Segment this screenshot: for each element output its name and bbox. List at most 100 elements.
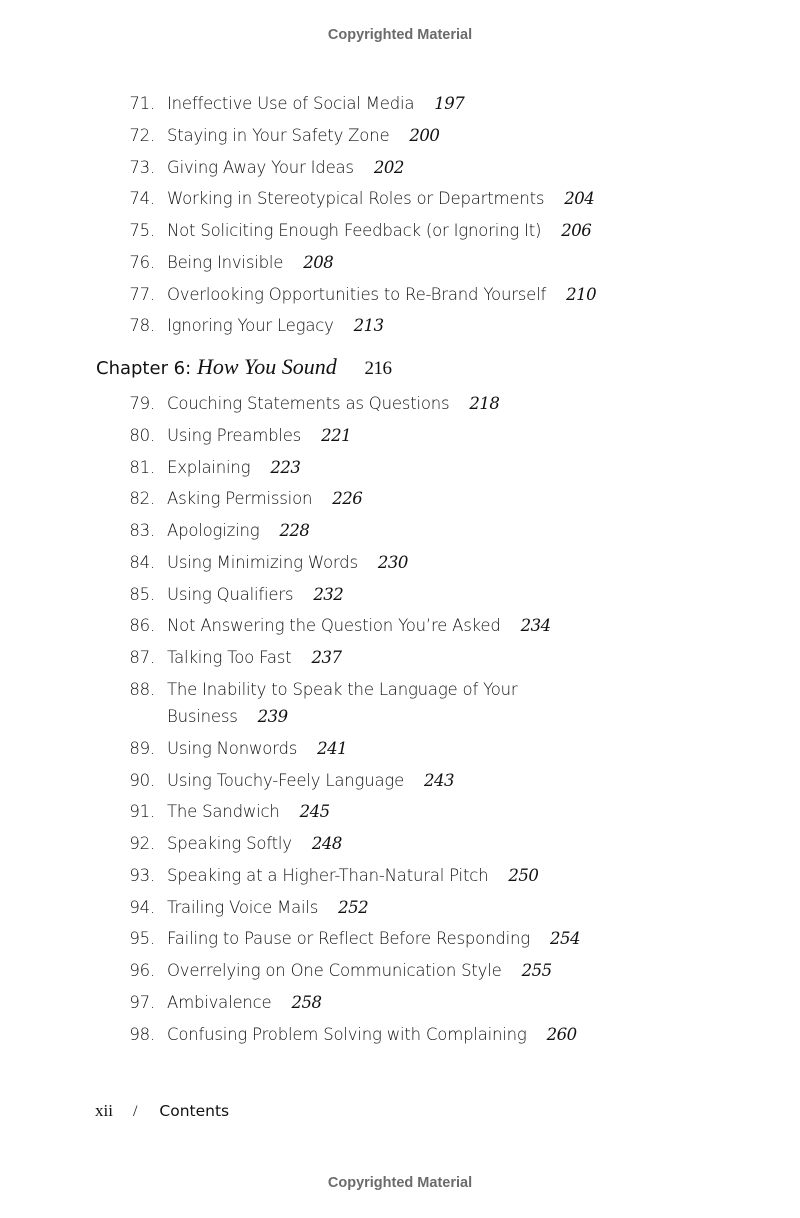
entry-title: Using Nonwords <box>167 738 298 758</box>
entry-page: 248 <box>311 834 343 853</box>
entry-text: Asking Permission 226 <box>167 483 363 515</box>
entry-page: 252 <box>338 897 369 917</box>
entry-page: 200 <box>409 125 440 145</box>
entry-text: Using Touchy-Feely Language 243 <box>167 765 455 797</box>
entry-number: 75. <box>129 221 155 240</box>
entry-text: Giving Away Your Ideas 202 <box>167 152 404 184</box>
entry-text: Apologizing 228 <box>167 515 310 547</box>
entry-title: Not Answering the Question You’re Asked <box>167 616 501 636</box>
entry-title: The Inability to Speak the Language of Y… <box>167 679 518 726</box>
toc-entry: 77. Overlooking Opportunities to Re-Brand… <box>0 279 800 311</box>
copyright-watermark-top: Copyrighted Material <box>327 27 473 43</box>
entry-page: 228 <box>279 521 310 540</box>
entry-title: Failing to Pause or Reflect Before Respo… <box>167 929 530 949</box>
toc-entry: 71. Ineffective Use of Social Media 197 <box>0 88 800 120</box>
entry-title: Staying in Your Safety Zone <box>167 125 390 145</box>
entry-number: 71. <box>129 94 155 113</box>
entry-text: Overlooking Opportunities to Re-Brand Yo… <box>167 279 597 311</box>
entry-title: Overrelying on One Communication Style <box>167 961 502 980</box>
entry-page: 204 <box>564 189 595 209</box>
toc-entry: 93. Speaking at a Higher-Than-Natural Pit… <box>0 860 800 892</box>
entry-title: Trailing Voice Mails <box>167 897 319 917</box>
toc-entry: 79. Couching Statements as Questions 218 <box>0 388 800 420</box>
entry-number: 77. <box>129 284 155 304</box>
entry-page: 258 <box>291 992 323 1012</box>
entry-text: Using Preambles 221 <box>167 420 352 452</box>
entry-page: 226 <box>332 489 363 509</box>
entry-page: 245 <box>299 802 331 822</box>
entry-title: Confusing Problem Solving with Complaini… <box>167 1024 527 1044</box>
entry-page: 202 <box>373 157 405 177</box>
entry-title: Speaking Softly <box>167 834 292 853</box>
entry-page: 230 <box>377 552 409 572</box>
entry-number: 98. <box>129 1024 155 1044</box>
entry-number: 74. <box>129 189 155 209</box>
entry-number: 86. <box>129 616 155 636</box>
entry-title: Talking Too Fast <box>167 648 292 667</box>
entry-title: Overlooking Opportunities to Re-Brand Yo… <box>167 284 547 304</box>
entry-page: 243 <box>424 770 455 790</box>
entry-title: Using Qualifiers <box>167 584 294 604</box>
entry-text: Ignoring Your Legacy 213 <box>167 310 384 342</box>
toc-entry: 94. Trailing Voice Mails 252 <box>0 892 800 924</box>
entry-text: Speaking at a Higher-Than-Natural Pitch 2… <box>167 860 539 892</box>
entry-text: Being Invisible 208 <box>167 247 334 279</box>
toc-entry: 87. Talking Too Fast 237 <box>0 642 800 674</box>
toc-entry: 75. Not Soliciting Enough Feedback (or Ig… <box>0 215 800 247</box>
entry-text: Using Nonwords 241 <box>167 733 348 765</box>
entry-text: Overrelying on One Communication Style 25… <box>167 955 552 987</box>
entry-text: Ineffective Use of Social Media 197 <box>167 88 465 120</box>
entry-text: Talking Too Fast 237 <box>167 642 342 674</box>
entry-number: 97. <box>129 992 155 1012</box>
entry-number: 85. <box>129 584 155 604</box>
entry-number: 96. <box>129 961 155 980</box>
entry-title: Couching Statements as Questions <box>167 394 450 413</box>
chapter-label: Chapter 6: <box>96 358 192 379</box>
toc-entry: 86. Not Answering the Question You’re Ask… <box>0 610 800 642</box>
toc-list-before: 71. Ineffective Use of Social Media 197 72.… <box>0 88 800 342</box>
entry-title: Apologizing <box>167 521 260 540</box>
entry-page: 232 <box>313 584 344 604</box>
entry-number: 78. <box>129 316 155 336</box>
entry-text: Using Qualifiers 232 <box>167 579 344 611</box>
chapter-heading: Chapter 6: How You Sound 216 <box>96 350 392 384</box>
toc-entry: 97. Ambivalence 258 <box>0 987 800 1019</box>
entry-title: Ambivalence <box>167 992 272 1012</box>
toc-entry: 90. Using Touchy-Feely Language 243 <box>0 765 800 797</box>
entry-page: 241 <box>317 738 348 758</box>
entry-title: Using Preambles <box>167 425 302 445</box>
entry-page: 234 <box>520 616 552 636</box>
entry-text: Trailing Voice Mails 252 <box>167 892 369 924</box>
entry-page: 210 <box>566 284 597 304</box>
entry-number: 84. <box>129 552 155 572</box>
entry-number: 95. <box>129 929 155 949</box>
entry-page: 237 <box>311 648 342 667</box>
entry-text: Couching Statements as Questions 218 <box>167 388 500 420</box>
entry-page: 239 <box>257 706 289 726</box>
entry-title: Not Soliciting Enough Feedback (or Ignor… <box>167 221 542 240</box>
toc-entry: 91. The Sandwich 245 <box>0 796 800 828</box>
entry-page: 221 <box>321 425 352 445</box>
entry-number: 82. <box>129 489 155 509</box>
entry-page: 208 <box>303 252 334 272</box>
copyright-watermark-bottom: Copyrighted Material <box>327 1175 473 1191</box>
entry-number: 87. <box>129 648 155 667</box>
entry-number: 93. <box>129 865 155 885</box>
toc-entry: 72. Staying in Your Safety Zone 200 <box>0 120 800 152</box>
entry-number: 88. <box>129 679 155 699</box>
entry-text: Using Minimizing Words 230 <box>167 547 408 579</box>
entry-text: Working in Stereotypical Roles or Depart… <box>167 183 595 215</box>
entry-page: 197 <box>434 94 465 113</box>
footer-section: Contents <box>159 1102 230 1120</box>
entry-text: Not Soliciting Enough Feedback (or Ignor… <box>167 215 592 247</box>
footer-separator: / <box>132 1103 138 1120</box>
entry-number: 90. <box>129 770 155 790</box>
toc-entry: 98. Confusing Problem Solving with Compla… <box>0 1019 800 1051</box>
entry-number: 89. <box>129 738 155 758</box>
toc-entry: 89. Using Nonwords 241 <box>0 733 800 765</box>
entry-title: The Sandwich <box>167 802 280 822</box>
entry-page: 250 <box>508 865 539 885</box>
entry-number: 92. <box>129 834 155 853</box>
toc-entry: 80. Using Preambles 221 <box>0 420 800 452</box>
entry-number: 72. <box>129 125 155 145</box>
